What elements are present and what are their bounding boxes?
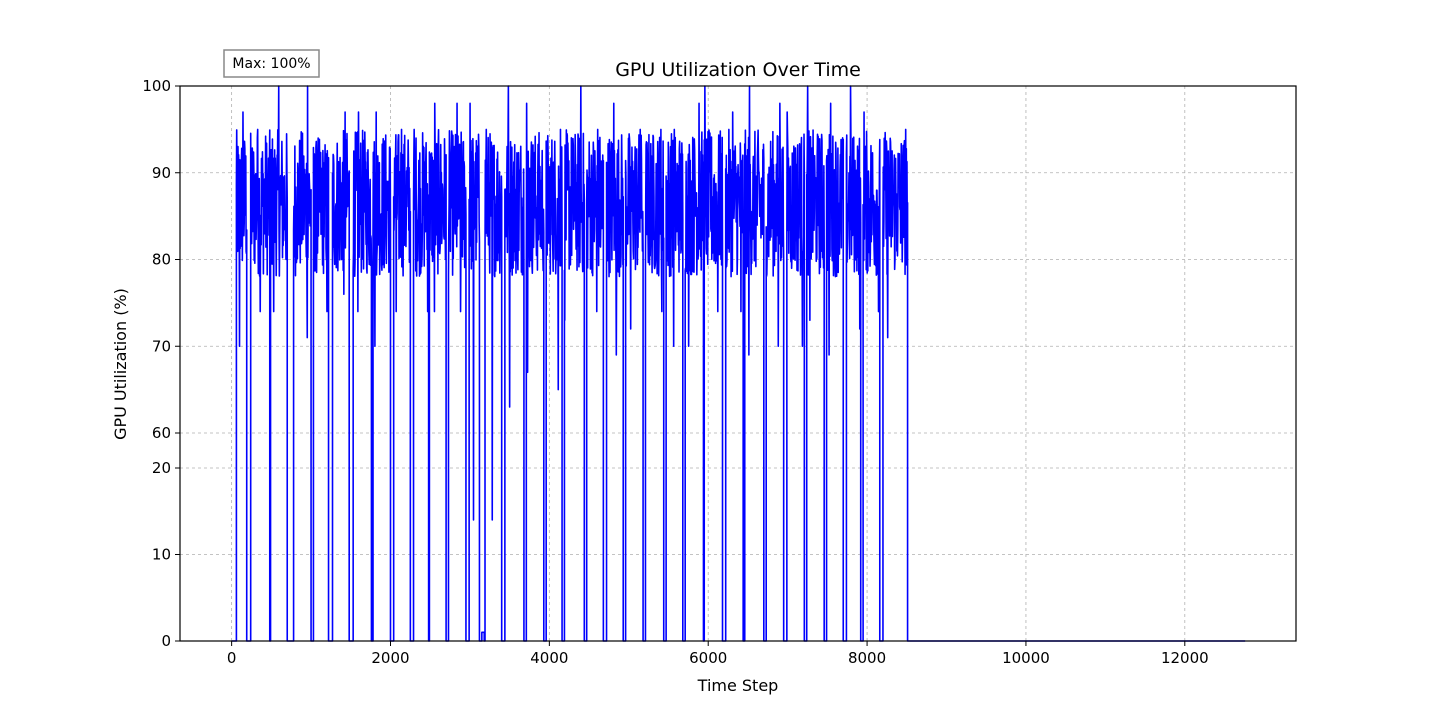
x-tick-label: 0: [227, 649, 237, 667]
x-axis-label: Time Step: [697, 676, 779, 695]
y-tick-label: 80: [152, 251, 171, 269]
x-tick-label: 4000: [530, 649, 568, 667]
plot-frame: [179, 85, 1297, 642]
max-annotation-box: [223, 49, 320, 78]
y-tick-label: 70: [152, 337, 171, 355]
x-tick-label: 6000: [689, 649, 727, 667]
y-tick-label: 0: [161, 632, 171, 650]
y-tick-label: 20: [152, 459, 171, 477]
y-tick-label: 100: [142, 77, 171, 95]
x-tick-label: 12000: [1161, 649, 1209, 667]
line-layer: [231, 85, 1246, 642]
y-axis-label: GPU Utilization (%): [111, 288, 130, 440]
x-tick-label: 2000: [371, 649, 409, 667]
y-tick-label: 10: [152, 546, 171, 564]
max-annotation-text: Max: 100%: [232, 56, 310, 72]
series-line: [231, 85, 1246, 642]
max-annotation: Max: 100%: [223, 49, 320, 78]
y-tick-label: 60: [152, 424, 171, 442]
y-tick-label: 90: [152, 164, 171, 182]
x-tick-label: 10000: [1002, 649, 1050, 667]
x-axis-ticks: 0 2000 4000 6000 8000 10000 12000: [227, 641, 1209, 667]
x-tick-label: 8000: [848, 649, 886, 667]
chart-title: GPU Utilization Over Time: [615, 59, 861, 81]
y-axis-ticks: 0 10 20 60 70 80 90 100: [142, 77, 180, 650]
